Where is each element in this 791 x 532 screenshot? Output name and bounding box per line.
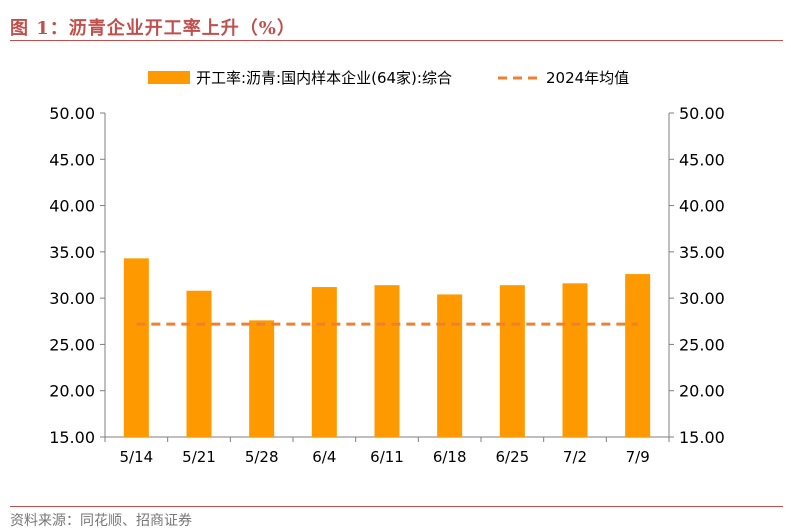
y-tick-label-left: 50.00 — [49, 104, 95, 123]
x-tick-label: 6/4 — [312, 448, 336, 466]
x-tick-label: 6/11 — [370, 448, 404, 466]
y-tick-label-right: 40.00 — [679, 197, 725, 216]
bar — [625, 274, 651, 437]
y-tick-label-left: 45.00 — [49, 150, 95, 169]
bar — [123, 258, 149, 437]
y-tick-label-left: 40.00 — [49, 197, 95, 216]
x-tick-label: 7/9 — [626, 448, 650, 466]
legend-label-line: 2024年均值 — [546, 69, 629, 87]
x-tick-label: 7/2 — [563, 448, 587, 466]
source-note: 资料来源：同花顺、招商证券 — [10, 513, 192, 529]
bar — [374, 285, 400, 437]
bar — [186, 290, 212, 437]
y-tick-label-right: 20.00 — [679, 382, 725, 401]
y-tick-label-right: 50.00 — [679, 104, 725, 123]
y-tick-label-left: 30.00 — [49, 289, 95, 308]
y-tick-label-right: 45.00 — [679, 150, 725, 169]
y-tick-label-left: 15.00 — [49, 428, 95, 447]
y-tick-label-left: 35.00 — [49, 243, 95, 262]
bar — [499, 285, 525, 437]
x-tick-label: 6/18 — [433, 448, 467, 466]
legend-swatch-bar — [148, 71, 190, 84]
x-tick-label: 6/25 — [495, 448, 529, 466]
legend-label-bar: 开工率:沥青:国内样本企业(64家):综合 — [196, 69, 452, 87]
bar — [311, 287, 337, 437]
x-tick-label: 5/28 — [245, 448, 279, 466]
y-tick-label-right: 15.00 — [679, 428, 725, 447]
bar — [562, 283, 588, 437]
bar — [249, 320, 275, 437]
x-tick-label: 5/14 — [119, 448, 153, 466]
y-tick-label-left: 20.00 — [49, 382, 95, 401]
y-tick-label-right: 25.00 — [679, 335, 725, 354]
bar — [437, 294, 463, 437]
figure-title: 图 1：沥青企业开工率上升（%） — [10, 18, 296, 39]
x-tick-label: 5/21 — [182, 448, 216, 466]
y-tick-label-right: 35.00 — [679, 243, 725, 262]
footer-rule — [10, 506, 783, 507]
y-tick-label-right: 30.00 — [679, 289, 725, 308]
title-rule — [10, 40, 783, 41]
y-tick-label-left: 25.00 — [49, 335, 95, 354]
